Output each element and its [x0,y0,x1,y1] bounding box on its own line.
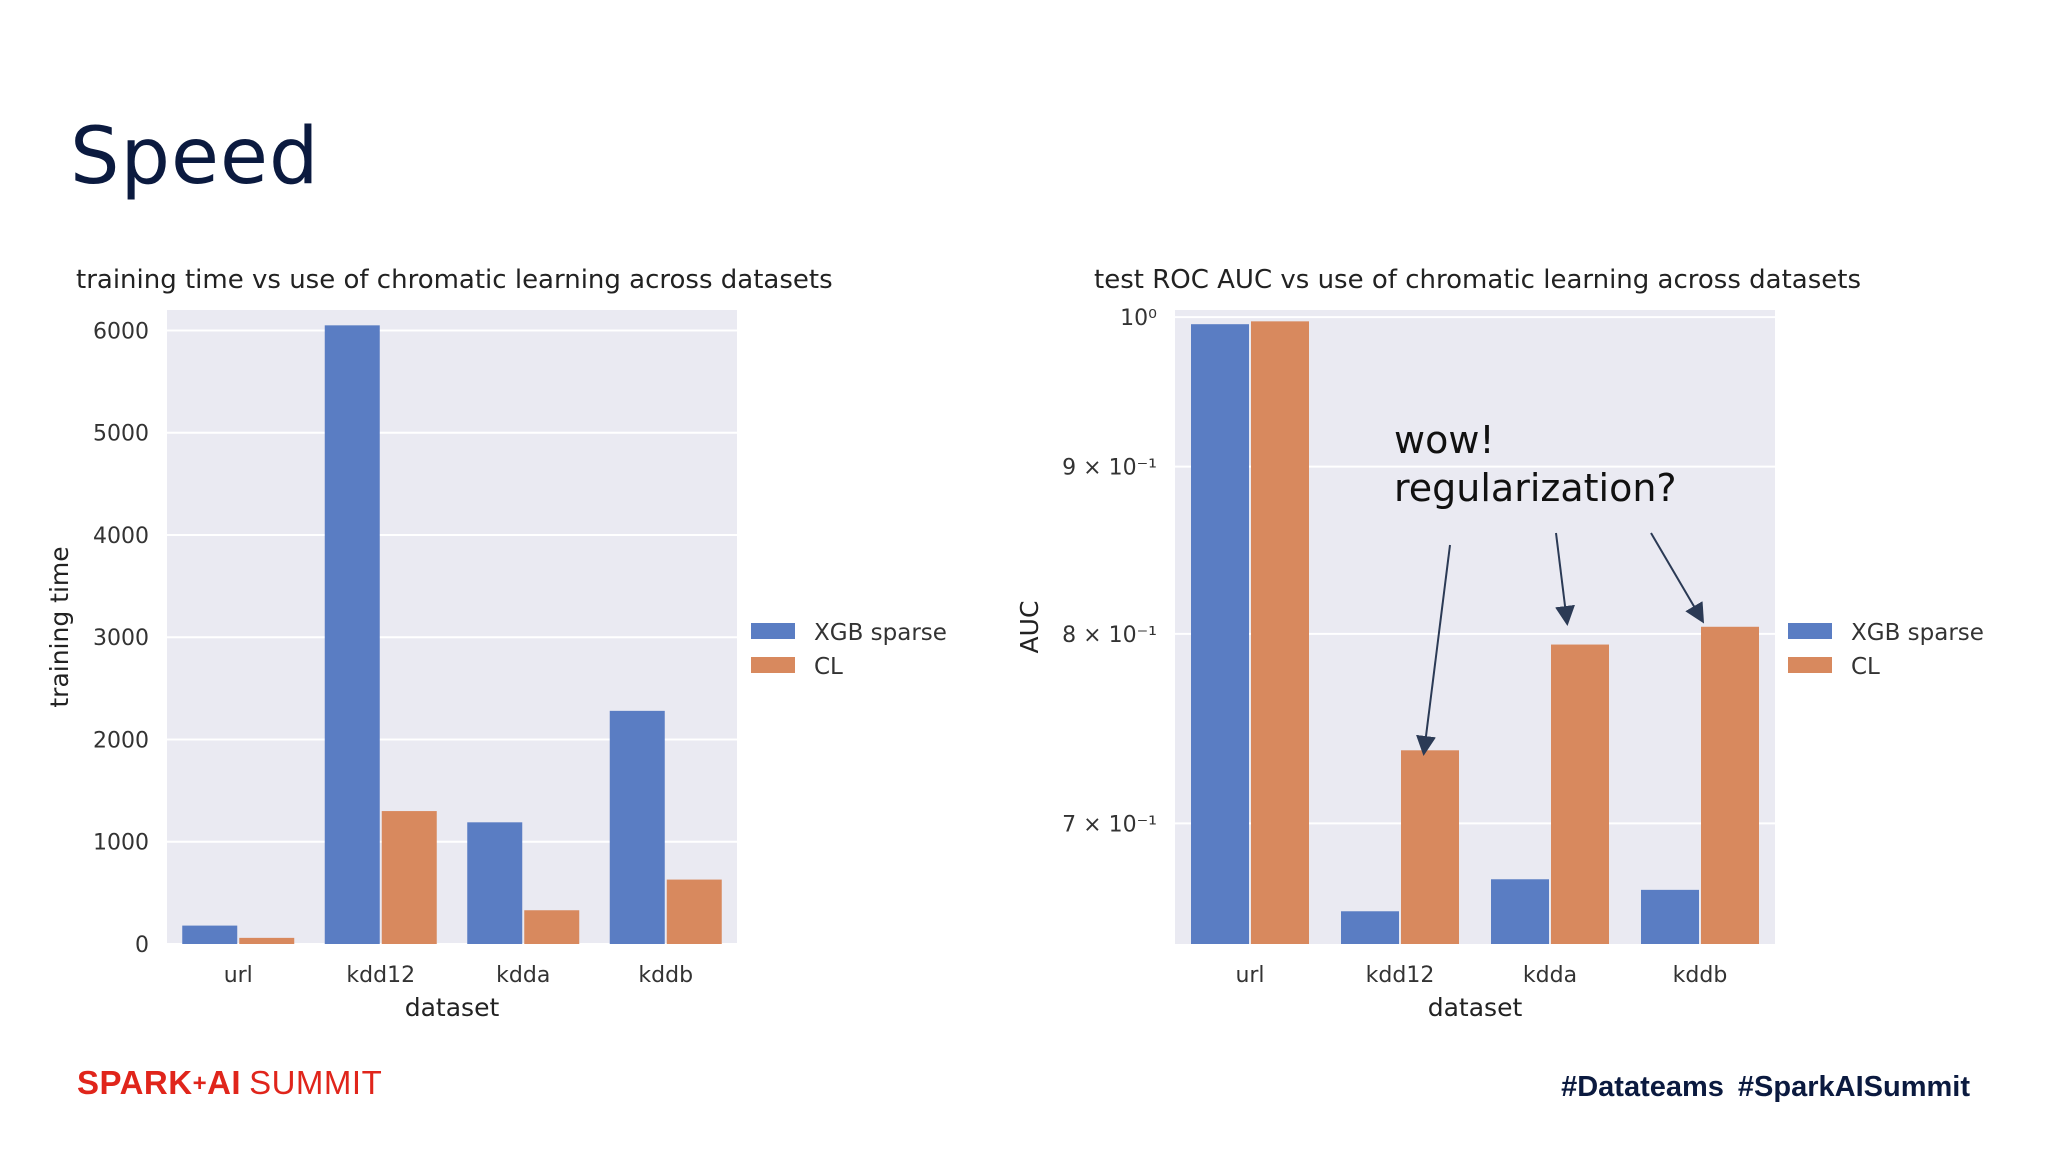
x-tick-label: kdd12 [1366,963,1435,988]
footer-hashtags: #Datateams #SparkAISummit [1547,1071,1970,1104]
y-tick-label: 8 × 10⁻¹ [1062,623,1157,648]
y-tick-label: 1000 [93,831,149,856]
legend-label: XGB sparse [1851,620,1984,646]
annotation-arrow-2 [1555,532,1575,626]
x-tick-label: url [1235,963,1264,988]
bar-xgb-sparse-kdd12 [1341,911,1399,944]
x-tick-label: kddb [1673,963,1728,988]
y-tick-label: 0 [135,933,149,958]
bar-cl-url [1251,321,1309,944]
x-axis-label: dataset [1428,993,1523,1022]
bar-xgb-sparse-kdda [467,822,523,944]
y-tick-label: 7 × 10⁻¹ [1062,812,1157,837]
legend-swatch-cl [1788,657,1832,673]
x-axis-label: dataset [405,993,500,1022]
bar-cl-kddb [666,879,722,944]
annotation-line-1: wow! [1394,418,1495,462]
logo-plus: + [192,1070,208,1097]
bar-cl-kdd12 [381,811,437,944]
bar-xgb-sparse-kdda [1491,879,1549,944]
chart-title: training time vs use of chromatic learni… [76,265,833,295]
annotation-line-2: regularization? [1394,466,1677,510]
bar-xgb-sparse-url [182,925,238,944]
x-tick-label: kddb [638,963,693,988]
y-tick-label: 4000 [93,524,149,549]
legend-swatch-cl [751,657,795,673]
logo-summit: SUMMIT [249,1064,383,1101]
bar-cl-kdda [1551,644,1609,944]
legend-label: XGB sparse [814,620,947,646]
bar-xgb-sparse-kddb [609,710,665,944]
y-tick-label: 3000 [93,626,149,651]
legend-label: CL [1851,654,1880,680]
chart-title: test ROC AUC vs use of chromatic learnin… [1094,265,1861,295]
bar-cl-kdd12 [1401,750,1459,944]
y-tick-label: 2000 [93,728,149,753]
y-tick-label: 5000 [93,422,149,447]
legend-swatch-xgb-sparse [751,623,795,639]
spark-ai-summit-logo: SPARK+AI SUMMIT [77,1064,382,1102]
bar-xgb-sparse-kddb [1641,889,1699,944]
x-tick-label: kdd12 [346,963,415,988]
x-tick-label: url [224,963,253,988]
y-tick-label: 10⁰ [1120,306,1157,331]
slide-title: Speed [70,112,320,202]
bar-cl-kdda [524,910,580,944]
logo-ai: AI [207,1064,242,1101]
legend-swatch-xgb-sparse [1788,623,1832,639]
y-axis-label: training time [45,546,74,707]
logo-spark: SPARK [77,1064,193,1101]
hashtag-sparkaisummit[interactable]: #SparkAISummit [1737,1071,1970,1103]
x-tick-label: kdda [1523,963,1577,988]
y-tick-label: 9 × 10⁻¹ [1062,456,1157,481]
legend-label: CL [814,654,843,680]
hashtag-datateams[interactable]: #Datateams [1561,1071,1724,1103]
bar-cl-url [239,937,295,944]
annotation-arrow-1 [1416,544,1451,756]
bar-xgb-sparse-kdd12 [324,325,380,944]
bar-cl-kddb [1701,626,1759,944]
annotation-arrow-3 [1650,532,1705,624]
x-tick-label: kdda [496,963,550,988]
bar-xgb-sparse-url [1191,324,1249,945]
y-tick-label: 6000 [93,319,149,344]
y-axis-label: AUC [1015,601,1044,654]
